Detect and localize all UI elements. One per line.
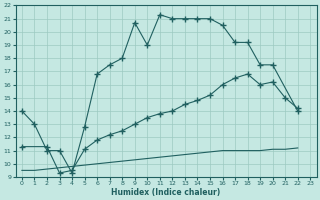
X-axis label: Humidex (Indice chaleur): Humidex (Indice chaleur)	[111, 188, 221, 197]
